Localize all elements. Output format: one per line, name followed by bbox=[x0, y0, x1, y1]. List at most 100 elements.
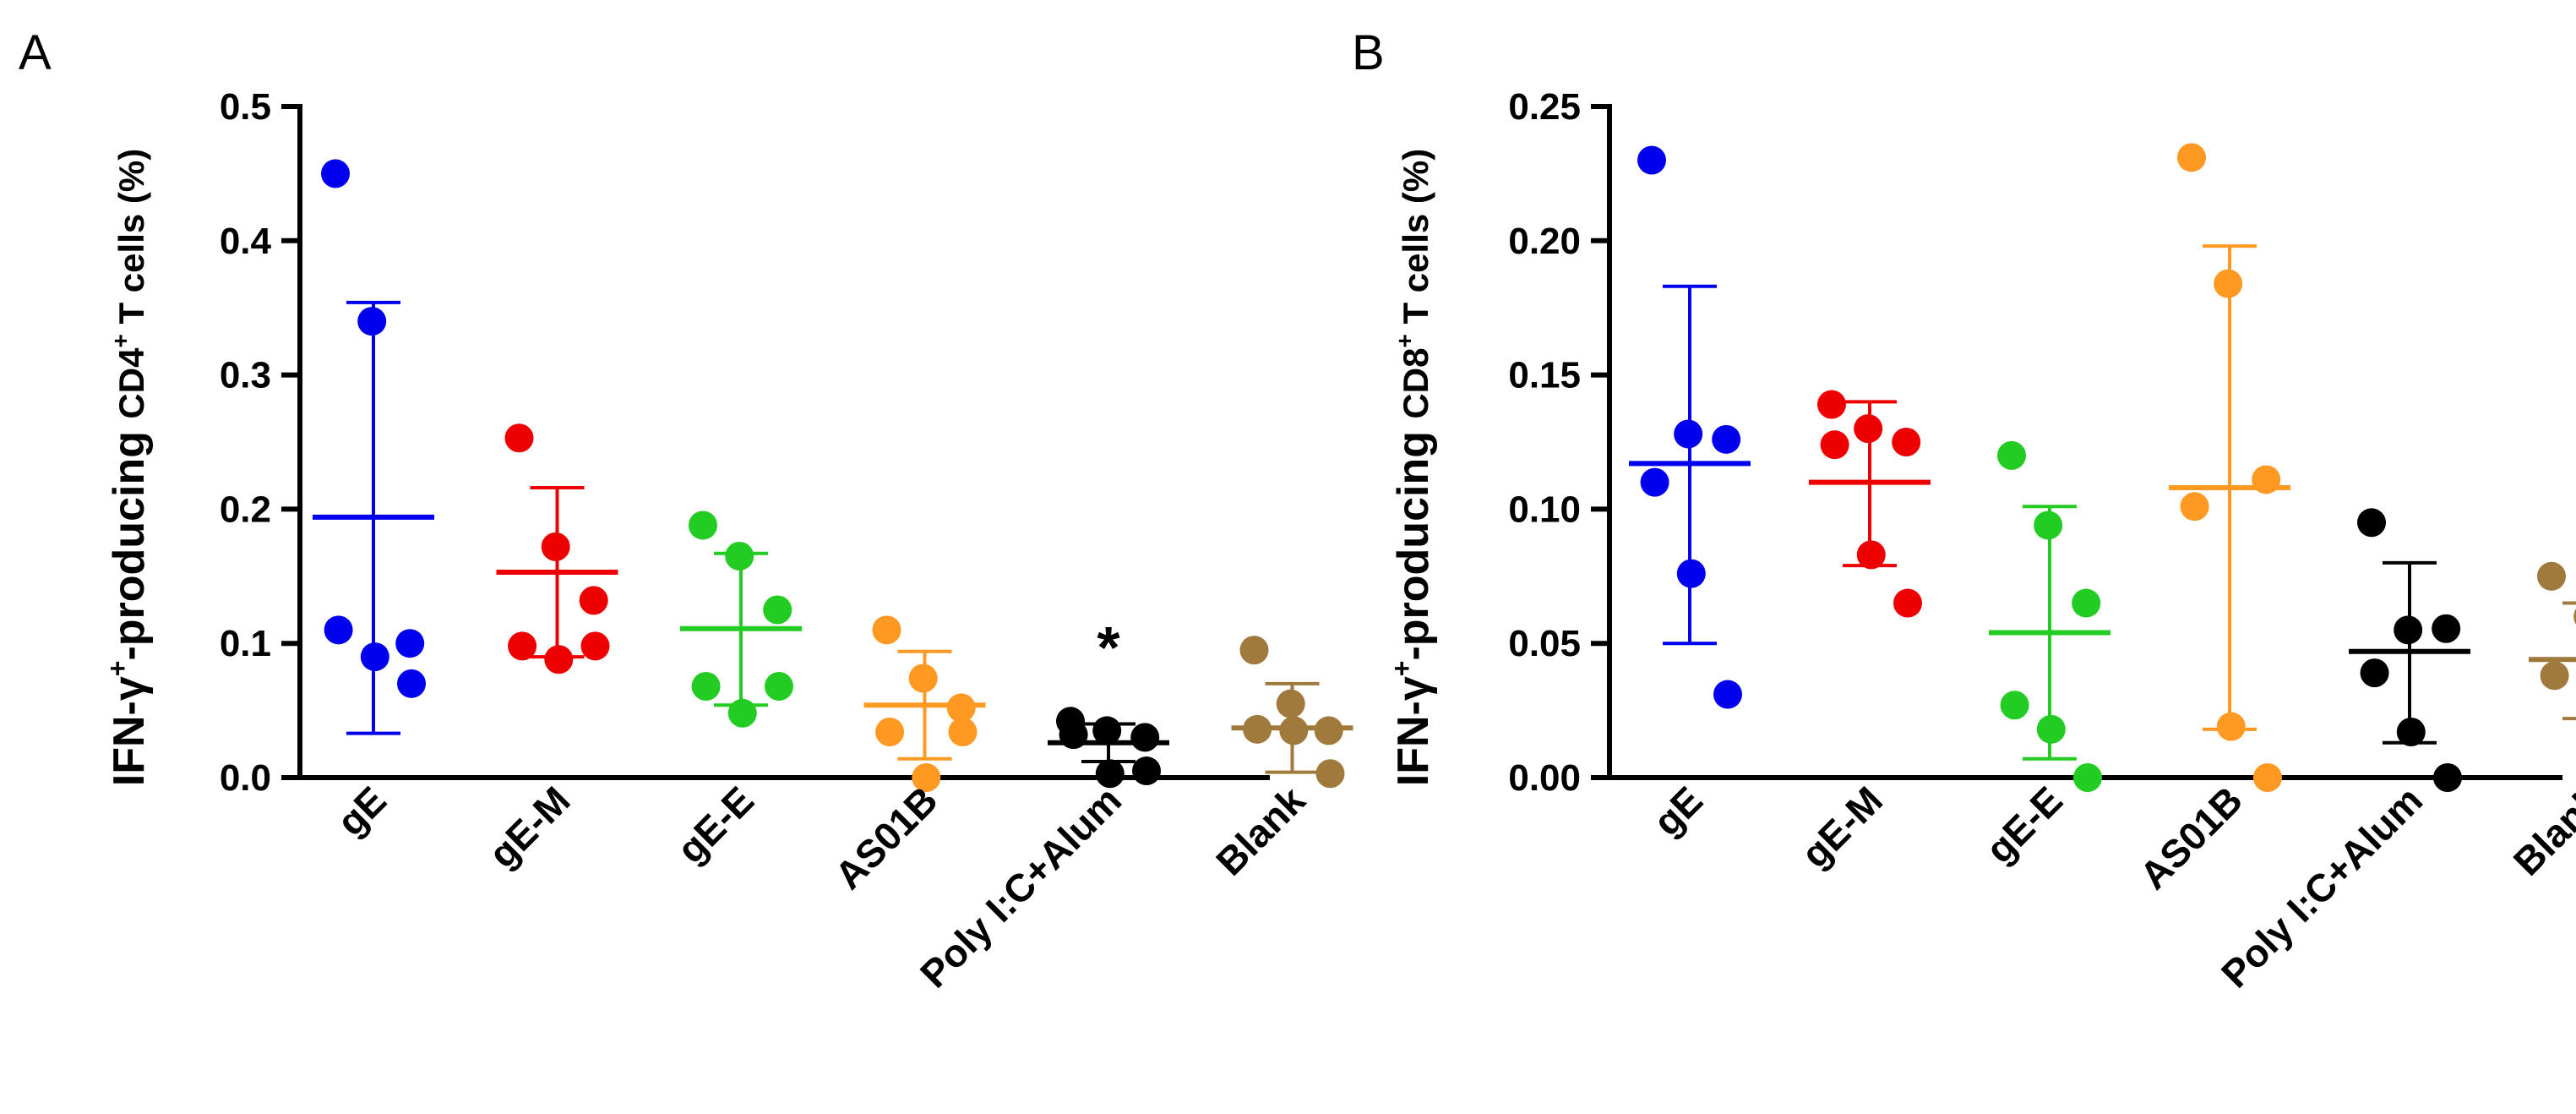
data-point bbox=[2573, 609, 2576, 625]
annotations: * bbox=[1097, 614, 1120, 680]
data-point bbox=[2034, 511, 2063, 540]
group-1 bbox=[1809, 390, 1931, 618]
y-tick-label: 0.15 bbox=[1508, 355, 1581, 396]
data-point bbox=[2394, 615, 2423, 645]
y-tick-label: 0.0 bbox=[220, 757, 271, 799]
y-tick-label: 0.3 bbox=[220, 355, 271, 396]
data-point bbox=[2036, 714, 2066, 744]
y-tick-label: 0.4 bbox=[220, 221, 272, 262]
data-point bbox=[1820, 430, 1849, 460]
data-point bbox=[1997, 440, 2026, 470]
group-4 bbox=[1048, 707, 1169, 789]
data-point bbox=[324, 615, 353, 645]
data-point bbox=[1712, 424, 1741, 454]
data-point bbox=[2000, 691, 2029, 720]
data-point bbox=[1276, 689, 1305, 718]
data-point bbox=[2360, 658, 2389, 688]
data-point bbox=[1713, 680, 1742, 709]
group-4 bbox=[2349, 508, 2470, 792]
y-tick-label: 0.00 bbox=[1508, 757, 1581, 799]
data-point bbox=[579, 586, 608, 615]
data-point bbox=[397, 669, 426, 698]
category-label: Blank bbox=[2505, 778, 2576, 884]
data-point bbox=[2216, 712, 2246, 741]
y-tick-label: 0.2 bbox=[220, 489, 271, 530]
data-point bbox=[1059, 720, 1088, 750]
data-point bbox=[2357, 508, 2386, 538]
data-point bbox=[908, 663, 938, 693]
data-point bbox=[1674, 419, 1703, 449]
data-point bbox=[580, 631, 610, 661]
data-point bbox=[1640, 467, 1669, 497]
data-groups bbox=[1629, 143, 2576, 792]
group-0 bbox=[1629, 145, 1751, 709]
data-groups bbox=[313, 159, 1353, 792]
y-axis-label: IFN-γ+-producing CD8+ T cells (%) bbox=[1386, 149, 1438, 786]
data-point bbox=[2432, 614, 2461, 643]
data-point bbox=[1637, 145, 1666, 175]
data-point bbox=[1095, 759, 1125, 789]
y-axis-label: IFN-γ+-producing CD4+ T cells (%) bbox=[102, 149, 154, 786]
group-5 bbox=[1231, 636, 1353, 789]
data-point bbox=[2540, 661, 2569, 691]
data-point bbox=[357, 307, 387, 336]
category-label: gE-M bbox=[480, 778, 578, 876]
data-point bbox=[2537, 561, 2566, 591]
data-point bbox=[541, 532, 570, 561]
data-point bbox=[2177, 143, 2206, 172]
category-label: AS01B bbox=[2131, 778, 2251, 898]
y-tick-label: 0.5 bbox=[220, 86, 271, 128]
category-label: Blank bbox=[1207, 778, 1314, 884]
data-point bbox=[2214, 269, 2243, 298]
group-2 bbox=[680, 511, 802, 728]
data-point bbox=[1092, 716, 1122, 745]
data-point bbox=[2180, 492, 2209, 522]
group-1 bbox=[496, 423, 618, 674]
data-point bbox=[1315, 759, 1345, 789]
data-point bbox=[946, 693, 976, 723]
category-label: Poly I:C+Alum bbox=[912, 778, 1130, 996]
data-point bbox=[2433, 763, 2462, 792]
category-label: gE bbox=[1645, 778, 1711, 844]
data-point bbox=[504, 423, 534, 453]
data-point bbox=[360, 642, 389, 672]
group-3 bbox=[863, 615, 986, 792]
y-tick-label: 0.20 bbox=[1508, 221, 1581, 262]
y-tick-label: 0.1 bbox=[220, 623, 271, 664]
panel-b: B IFN-γ+-producing CD8+ T cells (%) 0.00… bbox=[1352, 25, 2576, 996]
group-3 bbox=[2169, 143, 2290, 792]
category-label: AS01B bbox=[826, 778, 946, 898]
data-point bbox=[395, 629, 425, 658]
data-point bbox=[725, 541, 754, 571]
data-point bbox=[1243, 714, 1272, 744]
panel-label: A bbox=[19, 25, 52, 80]
y-ticks: 0.0 0.1 0.2 0.3 0.4 0.5 bbox=[220, 86, 300, 799]
data-point bbox=[875, 718, 905, 747]
data-point bbox=[1676, 559, 1706, 588]
significance-marker: * bbox=[1097, 614, 1120, 680]
data-point bbox=[2396, 718, 2426, 747]
y-ticks: 0.00 0.05 0.10 0.15 0.20 0.25 bbox=[1508, 86, 1609, 799]
data-point bbox=[948, 718, 978, 747]
data-point bbox=[1893, 588, 1922, 618]
data-point bbox=[872, 615, 901, 645]
data-point bbox=[1856, 540, 1886, 570]
panel-a: A IFN-γ+-producing CD4+ T cells (%) 0.00… bbox=[19, 25, 1353, 996]
group-0 bbox=[313, 159, 434, 735]
data-point bbox=[1130, 723, 1160, 752]
group-5 bbox=[2529, 561, 2576, 721]
data-point bbox=[2073, 763, 2102, 792]
data-point bbox=[321, 159, 350, 188]
data-point bbox=[508, 631, 537, 661]
data-point bbox=[1892, 428, 1921, 456]
data-point bbox=[727, 698, 757, 728]
panel-label: B bbox=[1352, 25, 1385, 80]
data-point bbox=[2253, 763, 2282, 792]
data-point bbox=[2072, 588, 2101, 618]
data-point bbox=[2252, 465, 2281, 494]
data-point bbox=[765, 672, 793, 702]
category-label: gE-E bbox=[668, 778, 762, 871]
category-label: gE bbox=[329, 778, 395, 844]
